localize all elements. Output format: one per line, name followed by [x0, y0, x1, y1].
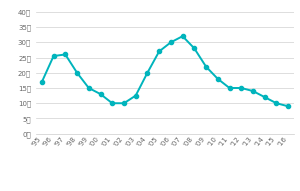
Legend: 値上がり率: 値上がり率: [141, 189, 189, 191]
